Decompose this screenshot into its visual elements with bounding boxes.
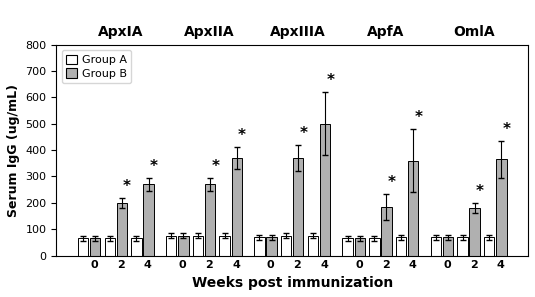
Bar (281, 236, 292, 256)
Bar (117, 203, 127, 256)
Legend: Group A, Group B: Group A, Group B (62, 50, 132, 83)
Text: *: * (326, 73, 334, 88)
Bar (355, 238, 365, 256)
Bar (166, 236, 177, 256)
Bar (320, 124, 330, 256)
Text: ApxIA: ApxIA (98, 25, 144, 39)
Bar (78, 238, 88, 256)
Text: OmlA: OmlA (453, 25, 495, 39)
Bar (104, 238, 115, 256)
Text: *: * (476, 184, 484, 199)
Text: ApfA: ApfA (367, 25, 404, 39)
X-axis label: Weeks post immunization: Weeks post immunization (192, 276, 393, 290)
Text: ApxIIIA: ApxIIIA (270, 25, 325, 39)
Text: *: * (123, 178, 131, 194)
Bar (232, 158, 242, 256)
Bar (369, 238, 379, 256)
Bar (431, 237, 441, 256)
Bar (457, 237, 468, 256)
Text: *: * (300, 126, 308, 141)
Bar (408, 161, 418, 256)
Text: *: * (388, 175, 396, 190)
Bar (381, 207, 392, 256)
Text: *: * (415, 110, 423, 125)
Text: *: * (211, 159, 219, 174)
Bar (178, 236, 188, 256)
Bar (484, 237, 494, 256)
Bar (308, 236, 318, 256)
Bar (193, 236, 203, 256)
Bar (143, 184, 154, 256)
Bar (342, 238, 353, 256)
Bar (469, 208, 480, 256)
Text: ApxIIA: ApxIIA (184, 25, 234, 39)
Bar (443, 237, 453, 256)
Bar (90, 238, 101, 256)
Bar (219, 236, 230, 256)
Bar (205, 184, 215, 256)
Text: *: * (150, 159, 158, 174)
Y-axis label: Serum IgG (ug/mL): Serum IgG (ug/mL) (7, 83, 20, 217)
Bar (496, 159, 507, 256)
Bar (254, 237, 265, 256)
Bar (266, 237, 277, 256)
Text: *: * (238, 129, 246, 143)
Text: *: * (502, 122, 510, 137)
Bar (131, 238, 142, 256)
Bar (293, 158, 303, 256)
Bar (396, 237, 406, 256)
